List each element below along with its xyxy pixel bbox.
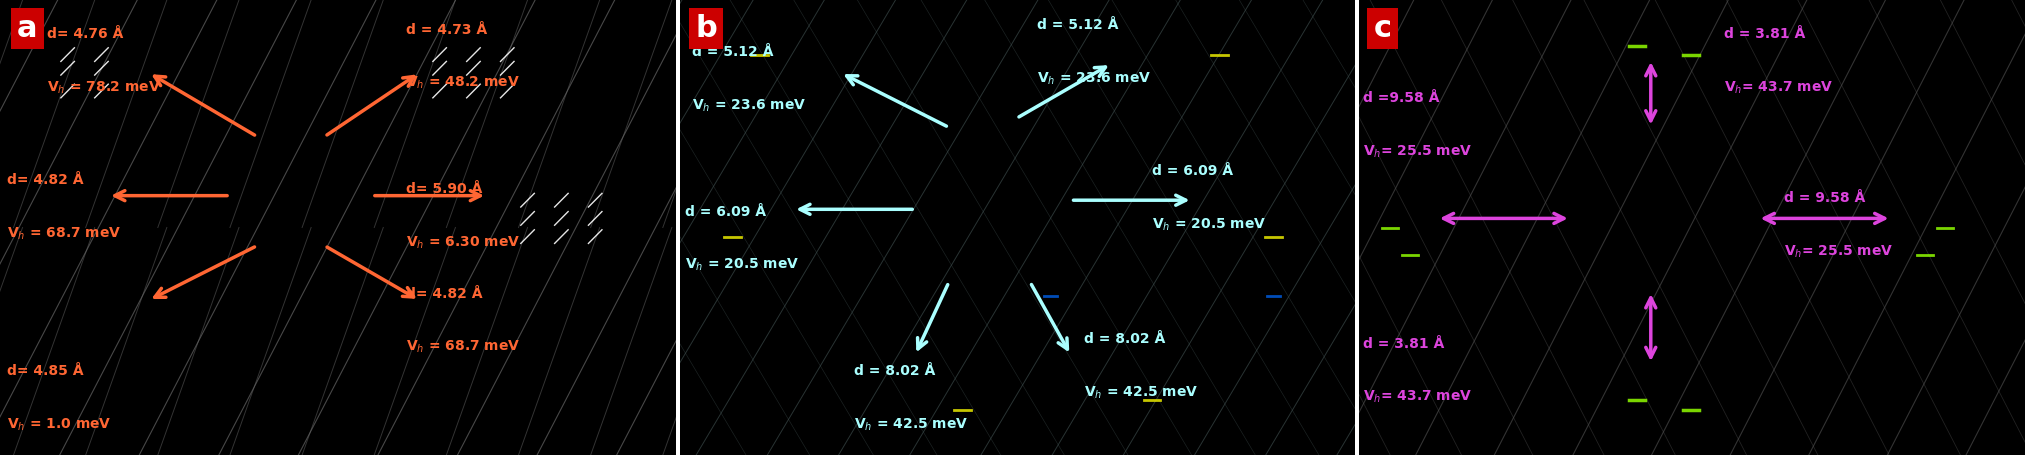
Text: V$_h$ = 6.30 meV: V$_h$ = 6.30 meV — [405, 234, 520, 251]
Text: d= 4.82 Å: d= 4.82 Å — [405, 287, 482, 301]
Text: d= 4.82 Å: d= 4.82 Å — [6, 173, 83, 187]
Text: d= 4.76 Å: d= 4.76 Å — [47, 27, 124, 41]
Text: V$_h$= 43.7 meV: V$_h$= 43.7 meV — [1723, 80, 1835, 96]
Text: c: c — [1373, 14, 1391, 43]
Text: V$_h$ = 68.7 meV: V$_h$ = 68.7 meV — [405, 339, 520, 355]
Text: d= 4.85 Å: d= 4.85 Å — [6, 364, 83, 378]
Text: V$_h$ = 20.5 meV: V$_h$ = 20.5 meV — [684, 257, 800, 273]
Text: d =9.58 Å: d =9.58 Å — [1363, 91, 1440, 105]
Text: V$_h$= 25.5 meV: V$_h$= 25.5 meV — [1363, 143, 1472, 160]
Text: V$_h$ = 68.7 meV: V$_h$ = 68.7 meV — [6, 225, 122, 242]
Text: d = 5.12 Å: d = 5.12 Å — [1037, 18, 1118, 32]
Text: d = 9.58 Å: d = 9.58 Å — [1784, 191, 1865, 205]
Text: d = 6.09 Å: d = 6.09 Å — [1152, 164, 1233, 178]
Text: d = 8.02 Å: d = 8.02 Å — [1083, 332, 1166, 346]
Text: d = 3.81 Å: d = 3.81 Å — [1363, 337, 1444, 351]
Text: V$_h$ = 20.5 meV: V$_h$ = 20.5 meV — [1152, 216, 1266, 233]
Text: d = 3.81 Å: d = 3.81 Å — [1723, 27, 1806, 41]
Text: a: a — [16, 14, 36, 43]
Text: d= 5.90 Å: d= 5.90 Å — [405, 182, 482, 196]
Text: V$_h$ = 48.2 meV: V$_h$ = 48.2 meV — [405, 75, 520, 91]
Text: V$_h$ = 42.5 meV: V$_h$ = 42.5 meV — [1083, 384, 1199, 401]
Text: d = 6.09 Å: d = 6.09 Å — [684, 205, 765, 219]
Text: d = 4.73 Å: d = 4.73 Å — [405, 23, 488, 37]
Text: b: b — [695, 14, 717, 43]
Text: V$_h$ = 78.2 meV: V$_h$ = 78.2 meV — [47, 80, 162, 96]
Text: V$_h$= 25.5 meV: V$_h$= 25.5 meV — [1784, 243, 1893, 260]
Text: V$_h$= 43.7 meV: V$_h$= 43.7 meV — [1363, 389, 1472, 405]
Text: V$_h$ = 42.5 meV: V$_h$ = 42.5 meV — [855, 416, 968, 433]
Text: V$_h$ = 23.6 meV: V$_h$ = 23.6 meV — [1037, 71, 1150, 87]
Text: V$_h$ = 23.6 meV: V$_h$ = 23.6 meV — [693, 98, 806, 114]
Text: d = 8.02 Å: d = 8.02 Å — [855, 364, 936, 378]
Text: V$_h$ = 1.0 meV: V$_h$ = 1.0 meV — [6, 416, 111, 433]
Text: d = 5.12 Å: d = 5.12 Å — [693, 46, 774, 60]
